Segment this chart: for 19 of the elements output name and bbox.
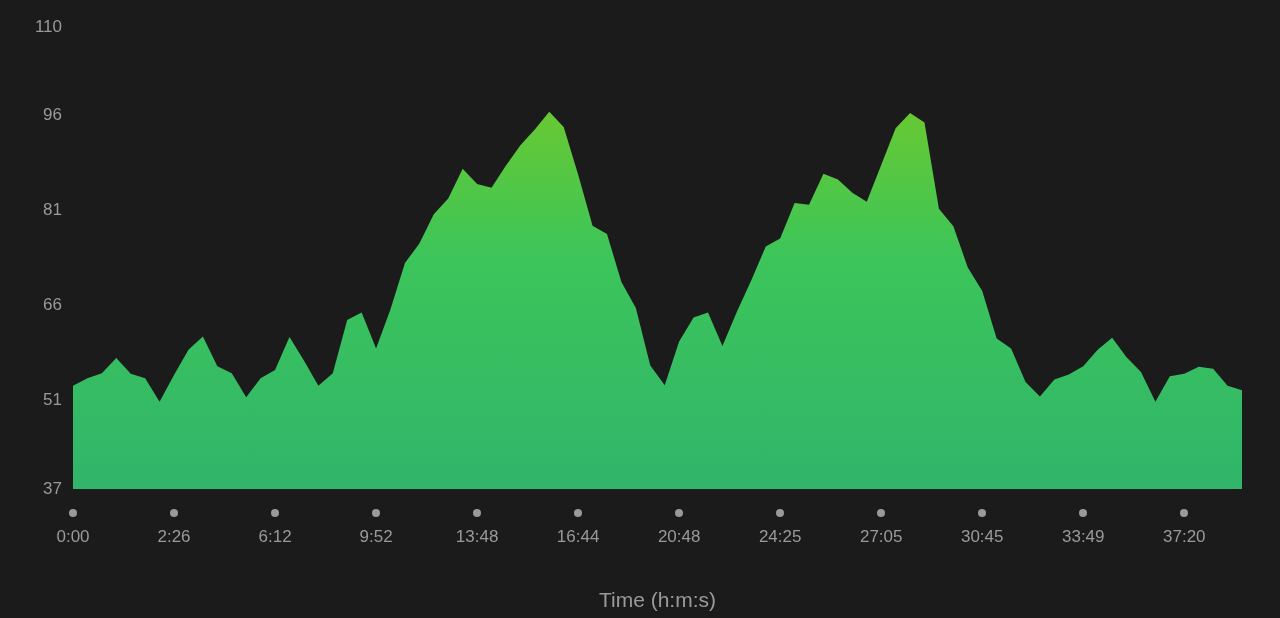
x-tick-label: 37:20 xyxy=(1163,526,1206,546)
x-axis-title: Time (h:m:s) xyxy=(598,588,717,612)
x-tick-label: 20:48 xyxy=(657,526,701,546)
x-tick-label: 27:05 xyxy=(859,526,903,546)
y-tick-label: 37 xyxy=(43,478,62,498)
y-tick-label: 51 xyxy=(43,390,62,410)
x-tick-label: 13:48 xyxy=(455,526,499,546)
x-tick-label: 0:00 xyxy=(56,526,90,546)
y-tick-label: 66 xyxy=(43,295,62,315)
y-tick-label: 81 xyxy=(43,200,62,220)
y-tick-label: 96 xyxy=(43,105,62,125)
x-tick-label: 9:52 xyxy=(359,526,393,546)
x-tick-label: 33:49 xyxy=(1061,526,1105,546)
x-tick-label: 16:44 xyxy=(556,526,600,546)
y-tick-label: 110 xyxy=(34,16,62,36)
x-tick-label: 6:12 xyxy=(258,526,292,546)
x-tick-label: 24:25 xyxy=(758,526,802,546)
x-tick-label: 30:45 xyxy=(960,526,1004,546)
x-tick-label: 2:26 xyxy=(157,526,191,546)
